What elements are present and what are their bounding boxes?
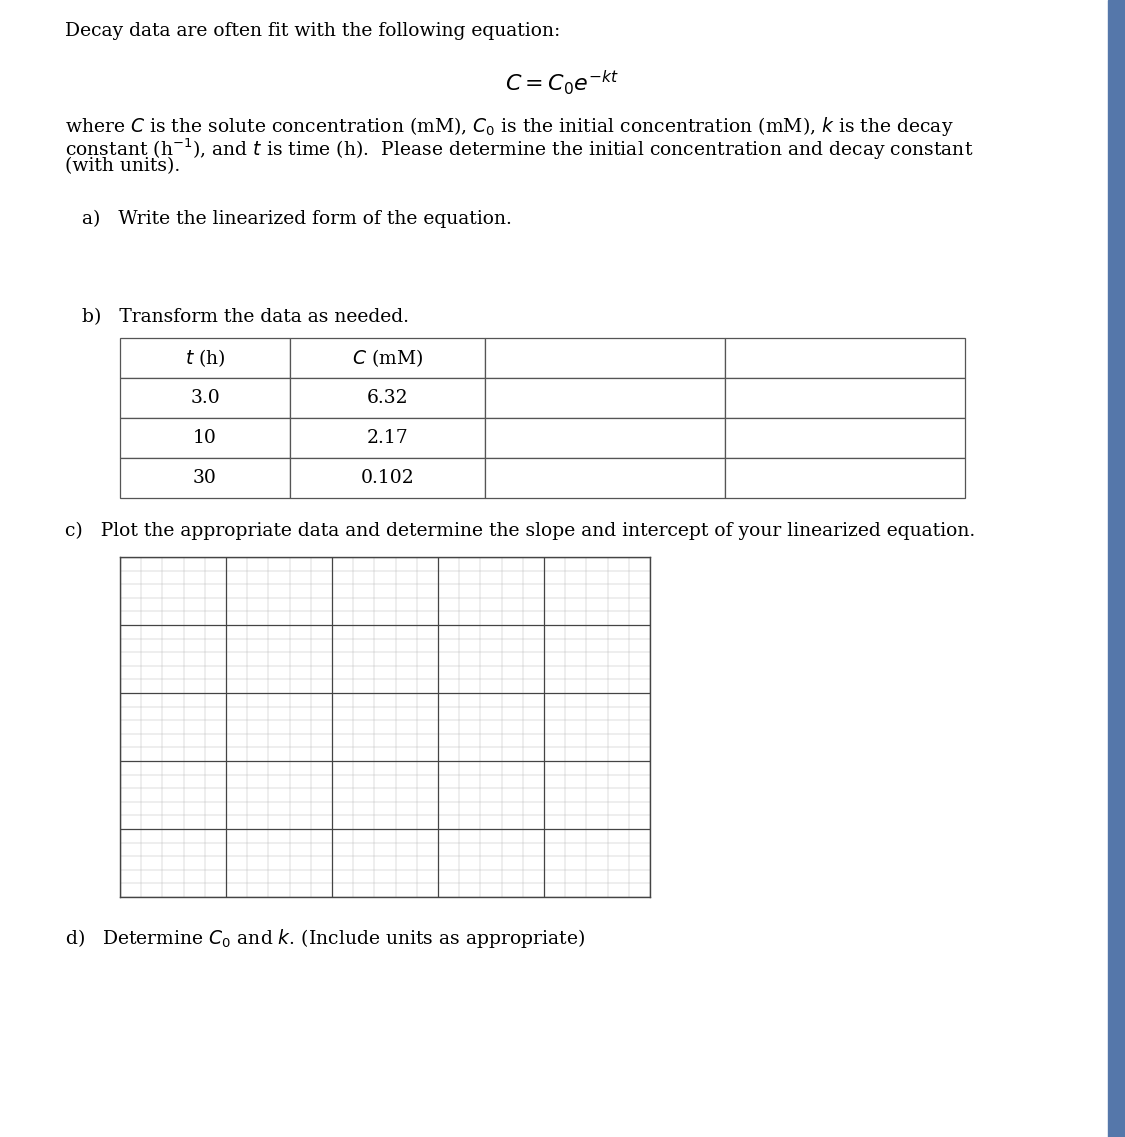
Text: b)   Transform the data as needed.: b) Transform the data as needed.: [82, 308, 410, 326]
Text: (with units).: (with units).: [65, 157, 180, 175]
Bar: [485, 458, 724, 498]
Text: 10: 10: [193, 429, 217, 447]
Text: 3.0: 3.0: [190, 389, 219, 407]
Text: 30: 30: [193, 468, 217, 487]
Text: constant (h$^{-1}$), and $t$ is time (h).  Please determine the initial concentr: constant (h$^{-1}$), and $t$ is time (h)…: [65, 136, 973, 161]
Bar: [290, 418, 485, 458]
Text: c)   Plot the appropriate data and determine the slope and intercept of your lin: c) Plot the appropriate data and determi…: [65, 522, 975, 540]
Bar: [485, 338, 724, 377]
Bar: [120, 377, 290, 418]
Text: 6.32: 6.32: [367, 389, 408, 407]
Text: d)   Determine $C_0$ and $k$. (Include units as appropriate): d) Determine $C_0$ and $k$. (Include uni…: [65, 927, 585, 951]
Bar: [120, 418, 290, 458]
Text: $C$ (mM): $C$ (mM): [352, 347, 423, 368]
Bar: [724, 338, 965, 377]
Bar: [1108, 0, 1125, 1137]
Bar: [290, 338, 485, 377]
Bar: [724, 377, 965, 418]
Bar: [724, 418, 965, 458]
Bar: [120, 458, 290, 498]
Text: where $C$ is the solute concentration (mM), $C_0$ is the initial concentration (: where $C$ is the solute concentration (m…: [65, 115, 954, 138]
Text: Decay data are often fit with the following equation:: Decay data are often fit with the follow…: [65, 22, 560, 40]
Bar: [485, 377, 724, 418]
Bar: [290, 458, 485, 498]
Bar: [120, 338, 290, 377]
Text: 2.17: 2.17: [367, 429, 408, 447]
Bar: [485, 418, 724, 458]
Text: a)   Write the linearized form of the equation.: a) Write the linearized form of the equa…: [82, 210, 512, 229]
Text: $t$ (h): $t$ (h): [184, 347, 225, 368]
Bar: [290, 377, 485, 418]
Text: 0.102: 0.102: [361, 468, 414, 487]
Text: $C = C_0 e^{-kt}$: $C = C_0 e^{-kt}$: [505, 68, 619, 97]
Bar: [724, 458, 965, 498]
